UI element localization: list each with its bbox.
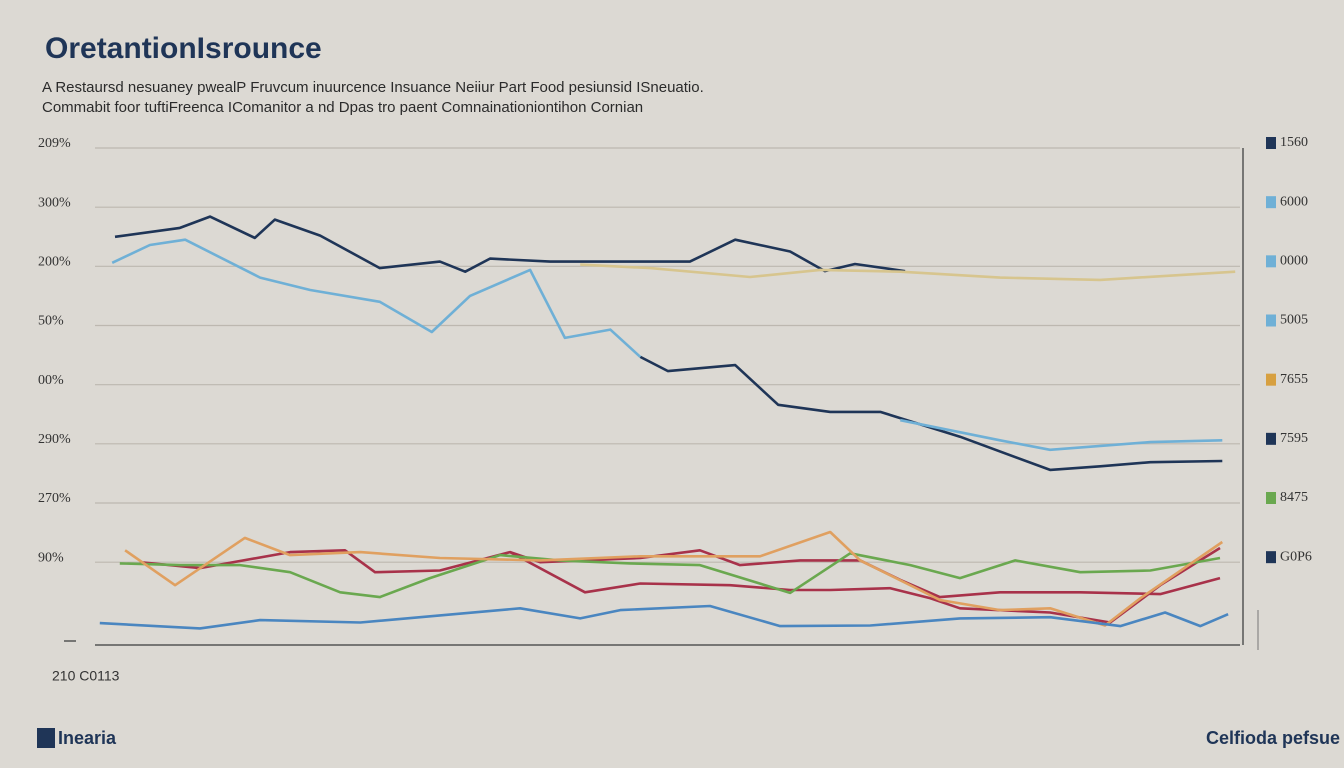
brand: Inearia	[58, 728, 117, 748]
y2-tick-label: 0000	[1280, 254, 1308, 269]
legend-swatch	[1266, 432, 1276, 445]
series-line	[114, 215, 906, 273]
legend-swatch	[1266, 196, 1276, 209]
legend-swatch	[1266, 314, 1276, 327]
y-tick-label: 290%	[38, 432, 71, 447]
y2-tick-label: 7655	[1280, 372, 1308, 387]
y-tick-label: 50%	[38, 314, 64, 329]
y2-tick-label: 7595	[1280, 431, 1308, 446]
chart-subtitle: A Restaursd nesuaney pwealP Fruvcum inuu…	[42, 79, 704, 96]
axis-note: 210 C0113	[52, 668, 120, 684]
source: Celfioda pefsue	[1206, 728, 1340, 748]
legend-swatch	[1266, 373, 1276, 386]
series-line	[639, 355, 1223, 472]
series-line	[139, 549, 1221, 599]
series-line	[99, 604, 1229, 630]
y-tick-label: 00%	[38, 373, 64, 388]
y2-tick-label: 6000	[1280, 194, 1308, 209]
y-tick-label: 90%	[38, 550, 64, 565]
y-tick-label: 270%	[38, 491, 71, 506]
legend-swatch	[1266, 551, 1276, 564]
legend-swatch	[1266, 492, 1276, 504]
series-line	[580, 263, 1236, 282]
y2-tick-label: 5005	[1280, 313, 1308, 328]
legend-swatch	[1266, 137, 1276, 149]
y-tick-label: 200%	[38, 255, 71, 270]
brand-logo	[37, 728, 55, 748]
chart-subtitle: Commabit foor tuftiFreenca IComanitor a …	[42, 99, 643, 116]
y-tick-label: 300%	[38, 195, 71, 210]
legend-swatch	[1266, 255, 1276, 268]
y2-tick-label: 8475	[1280, 490, 1308, 505]
y2-tick-label: 1560	[1280, 135, 1308, 150]
y2-tick-label: G0P6	[1280, 549, 1312, 564]
series-line	[124, 530, 1224, 627]
series-line	[111, 238, 1223, 452]
series-line	[119, 552, 1221, 599]
y-tick-label: 209%	[38, 136, 71, 151]
chart-title: OretantionIsrounce	[45, 32, 322, 65]
